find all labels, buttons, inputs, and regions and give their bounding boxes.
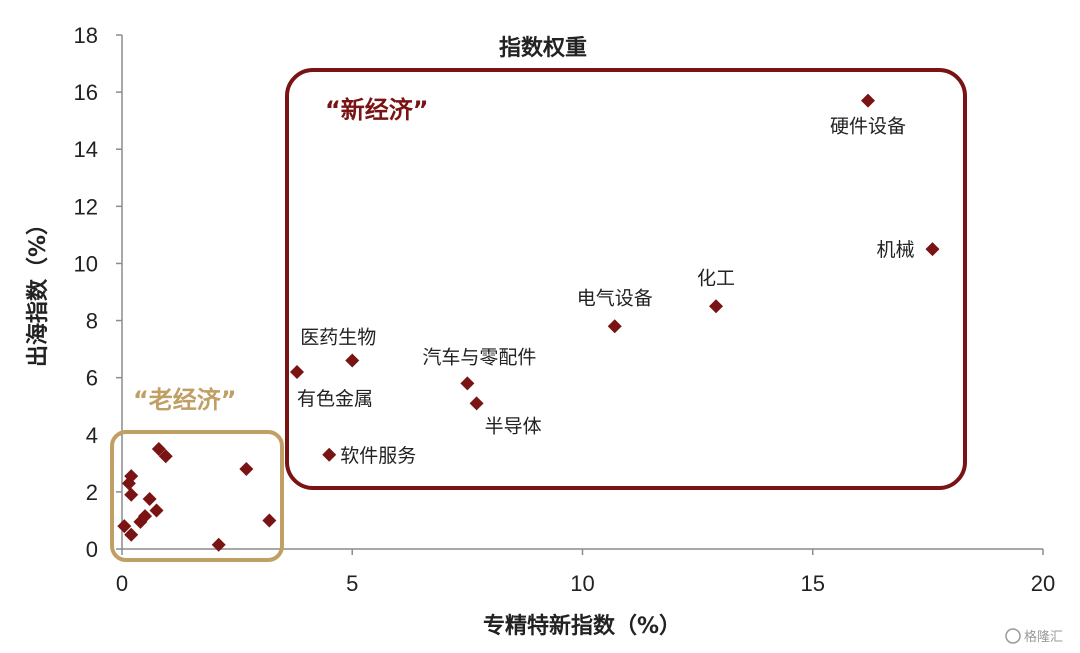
data-point-label: 有色金属 — [297, 388, 373, 410]
data-point-marker — [239, 462, 254, 477]
data-point-marker — [124, 527, 139, 542]
x-axis-title: 专精特新指数（%） — [483, 613, 681, 639]
y-tick-label: 8 — [86, 309, 98, 334]
data-point-marker — [124, 469, 139, 484]
data-point-marker — [142, 492, 157, 507]
data-point-label: 半导体 — [485, 415, 542, 437]
watermark-logo-icon — [1005, 628, 1021, 644]
data-point-marker — [151, 442, 166, 457]
x-axis-ticks: 0 5 10 15 20 — [116, 549, 1055, 596]
data-point-marker — [861, 93, 876, 108]
data-point-marker — [709, 299, 724, 314]
data-point-marker — [607, 319, 622, 334]
new-economy-label: “新经济” — [325, 96, 429, 124]
scatter-points — [117, 93, 940, 552]
x-tick-label: 5 — [346, 571, 358, 596]
data-point-marker — [149, 503, 164, 518]
y-tick-label: 4 — [86, 423, 98, 448]
y-tick-label: 18 — [74, 23, 98, 48]
data-point-marker — [117, 519, 132, 534]
data-point-label: 软件服务 — [340, 445, 416, 467]
y-tick-label: 10 — [74, 251, 98, 276]
data-point-marker — [322, 447, 337, 462]
data-point-marker — [211, 537, 226, 552]
data-point-label: 机械 — [876, 239, 914, 261]
data-point-marker — [124, 487, 139, 502]
watermark-text: 格隆汇 — [1024, 629, 1063, 645]
old-economy-box — [110, 430, 284, 562]
y-axis-title: 出海指数（%） — [25, 213, 51, 367]
data-point-marker — [121, 476, 136, 491]
data-point-marker — [469, 396, 484, 411]
data-point-marker — [460, 376, 475, 391]
data-point-marker — [262, 513, 277, 528]
data-point-label: 化工 — [697, 267, 735, 289]
data-point-label: 汽车与零配件 — [422, 346, 536, 368]
x-tick-label: 20 — [1031, 571, 1055, 596]
y-tick-label: 14 — [74, 137, 98, 162]
y-tick-label: 12 — [74, 194, 98, 219]
x-tick-label: 0 — [116, 571, 128, 596]
y-tick-label: 0 — [86, 537, 98, 562]
y-axis-ticks: 0 2 4 6 8 10 12 14 16 18 — [74, 23, 122, 562]
data-point-marker — [158, 449, 173, 464]
data-point-label: 硬件设备 — [830, 116, 906, 138]
data-point-label: 电气设备 — [577, 287, 653, 309]
old-economy-label: “老经济” — [133, 386, 237, 414]
y-tick-label: 16 — [74, 80, 98, 105]
x-tick-label: 10 — [570, 571, 594, 596]
x-tick-label: 15 — [801, 571, 825, 596]
watermark: 格隆汇 — [1005, 628, 1063, 645]
y-tick-label: 6 — [86, 366, 98, 391]
data-point-marker — [925, 242, 940, 257]
data-point-marker — [133, 514, 148, 529]
chart-title: 指数权重 — [499, 35, 587, 61]
new-economy-box — [285, 68, 967, 490]
y-tick-label: 2 — [86, 480, 98, 505]
data-point-marker — [345, 353, 360, 368]
data-point-marker — [289, 364, 304, 379]
data-point-label: 医药生物 — [300, 327, 376, 349]
